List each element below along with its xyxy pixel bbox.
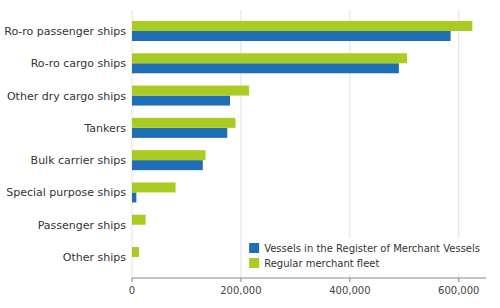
category-label: Passenger ships	[38, 219, 127, 232]
grid-line	[132, 10, 133, 278]
tick-label: 400,000	[329, 285, 370, 296]
bar	[132, 63, 399, 73]
tick-mark	[349, 278, 350, 282]
tick-label: 0	[129, 285, 135, 296]
grid	[132, 10, 459, 278]
bar	[132, 31, 451, 41]
grid-line	[458, 10, 459, 278]
bar	[132, 192, 136, 202]
category-label: Bulk carrier ships	[31, 154, 127, 167]
legend-label: Vessels in the Register of Merchant Vess…	[264, 243, 480, 254]
x-axis-line	[132, 278, 486, 279]
legend-swatch	[249, 258, 259, 268]
bar	[132, 86, 249, 96]
bar	[132, 150, 206, 160]
category-label: Other ships	[63, 251, 126, 264]
grid-line	[349, 10, 350, 278]
bar	[132, 257, 133, 267]
category-label: Tankers	[83, 122, 126, 135]
bar	[132, 225, 133, 235]
category-label: Special purpose ships	[6, 186, 126, 199]
chart-svg: 0 200,000 400,000 600,000 Other ships Passeng…	[0, 0, 500, 308]
tick-label: 600,000	[438, 285, 479, 296]
bars	[132, 21, 472, 257]
chart-container: 0 200,000 400,000 600,000 Other ships Passeng…	[0, 0, 500, 308]
bar	[132, 215, 146, 225]
bar	[132, 21, 472, 31]
bar	[132, 160, 203, 170]
tick-mark	[132, 278, 133, 282]
legend-swatch	[249, 243, 259, 253]
bar	[132, 247, 139, 257]
grid-line	[240, 10, 241, 278]
category-label: Ro-ro cargo ships	[31, 57, 127, 70]
bar	[132, 96, 230, 106]
legend: Vessels in the Register of Merchant Vess…	[245, 238, 484, 274]
category-label: Other dry cargo ships	[7, 90, 126, 103]
legend-label: Regular merchant fleet	[264, 258, 379, 269]
category-label: Ro-ro passenger ships	[4, 25, 126, 38]
tick-mark	[458, 278, 459, 282]
bar	[132, 182, 176, 192]
tick-label: 200,000	[220, 285, 261, 296]
bar	[132, 118, 235, 128]
bar	[132, 128, 227, 138]
bar	[132, 53, 407, 63]
tick-mark	[240, 278, 241, 282]
legend-background	[245, 238, 484, 274]
